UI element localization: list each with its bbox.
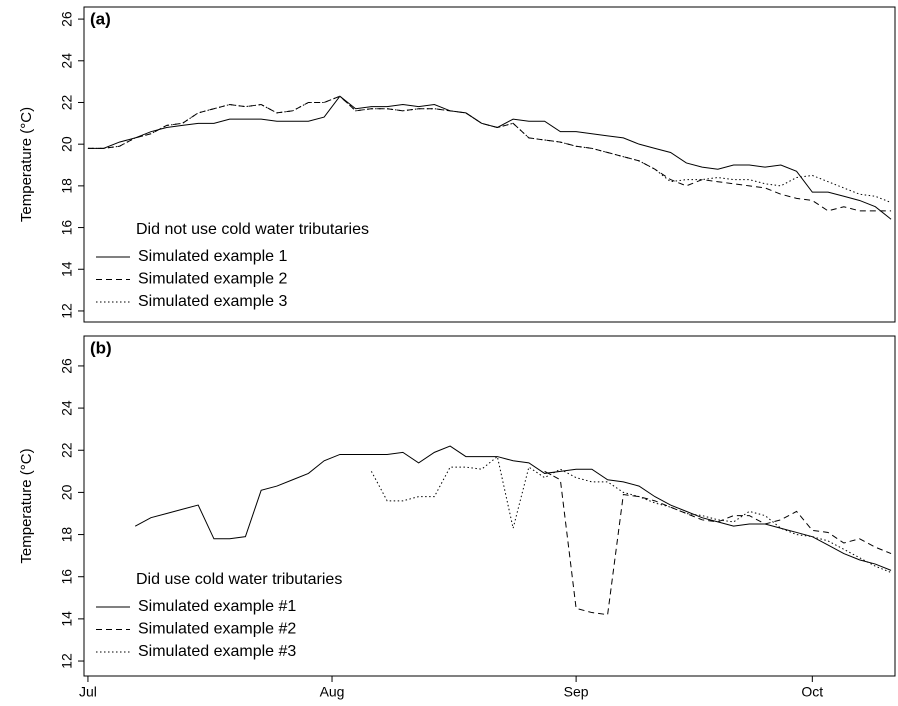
y-tick-label: 18 (59, 527, 75, 543)
x-tick-label: Sep (564, 684, 589, 700)
y-tick-label: 26 (59, 11, 75, 27)
y-axis-label: Temperature (°C) (18, 107, 35, 222)
x-tick-label: Aug (320, 684, 345, 700)
y-tick-label: 24 (59, 400, 75, 416)
series-line (370, 455, 892, 573)
y-tick-label: 22 (59, 94, 75, 110)
y-tick-label: 14 (59, 261, 75, 277)
series-line (87, 95, 892, 204)
y-tick-label: 24 (59, 53, 75, 69)
y-tick-label: 14 (59, 611, 75, 627)
panel-label: (b) (90, 338, 112, 357)
legend-title: Did not use cold water tributaries (136, 221, 369, 238)
legend-label: Simulated example #1 (138, 598, 296, 615)
y-tick-label: 12 (59, 303, 75, 319)
legend-label: Simulated example #3 (138, 643, 296, 660)
y-tick-label: 20 (59, 136, 75, 152)
series-line (87, 95, 892, 212)
x-tick-label: Oct (801, 684, 823, 700)
y-tick-label: 18 (59, 178, 75, 194)
series-line (87, 95, 892, 220)
y-tick-label: 26 (59, 358, 75, 374)
legend-label: Simulated example 2 (138, 271, 288, 288)
plot-frame (83, 335, 896, 677)
panel-label: (a) (90, 9, 111, 28)
legend-label: Simulated example #2 (138, 621, 296, 638)
series-line (544, 470, 892, 616)
legend-label: Simulated example 3 (138, 293, 288, 310)
y-tick-label: 22 (59, 442, 75, 458)
x-tick-label: Jul (79, 684, 97, 700)
plot-frame (83, 6, 896, 323)
y-tick-label: 12 (59, 653, 75, 669)
y-tick-label: 16 (59, 220, 75, 236)
legend-label: Simulated example 1 (138, 248, 288, 265)
y-tick-label: 20 (59, 484, 75, 500)
legend-title: Did use cold water tributaries (136, 571, 342, 588)
y-tick-label: 16 (59, 569, 75, 585)
y-axis-label: Temperature (°C) (18, 448, 35, 563)
series-line (134, 445, 892, 571)
